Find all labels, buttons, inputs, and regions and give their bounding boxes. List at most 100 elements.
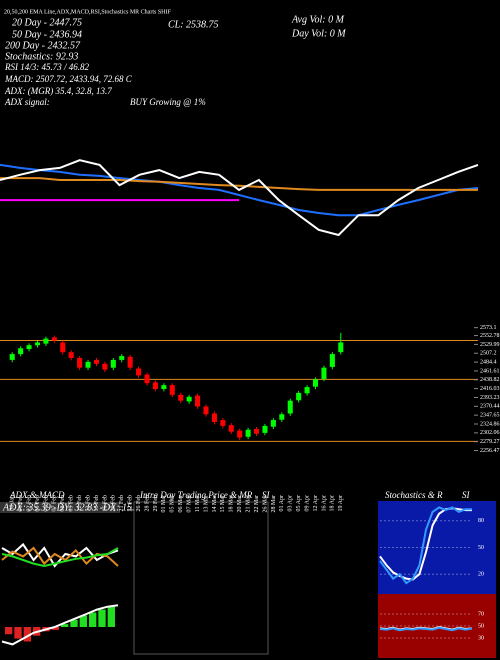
adx-strip [0,502,120,513]
candle-body [77,357,83,368]
candle-body [43,338,49,344]
histogram-bar [107,606,115,627]
y-tick-label: 2507.2 [480,351,497,357]
panel-title: ADX & MACD [9,490,65,500]
x-tick-label: 06 Feb [43,495,49,512]
candle-body [26,345,32,350]
histogram-bar [51,627,59,630]
candle-body [237,430,243,438]
close: CL: 2538.75 [168,19,219,30]
x-tick-label: 21 Feb [119,495,125,512]
x-tick-label: 08 Feb [60,495,66,512]
candle-body [338,342,344,353]
series-line [379,626,473,632]
candle-body [60,342,66,353]
series-line [1,542,119,568]
x-tick-label: 20 Feb [111,495,117,512]
histogram-bar [14,627,22,639]
ma50: 50 Day - 2436.94 [12,29,82,40]
x-tick-label: 15 Feb [94,495,100,512]
histogram-bar [70,619,78,627]
ma20: 20 Day - 2447.75 [12,17,82,28]
y-tick-label: 2347.65 [480,413,500,419]
panel-title: Intra Day Trading Price & MR [139,490,253,500]
candle-body [127,356,133,368]
y-tick-label: 2324.86 [480,421,500,427]
x-tick-label: 22 Mar [254,495,260,513]
headline: 20,50,200 EMA Line,ADX,MACD,RSI,Stochast… [4,9,172,15]
x-tick-label: 09 Apr [304,495,310,512]
candle-body [186,396,192,402]
candle-body [161,385,167,390]
series-line [0,163,479,217]
candle-body [321,367,327,379]
candle-body [296,392,302,401]
candle-body [279,414,285,420]
y-tick-label: 80 [478,518,484,524]
y-tick-label: 20 [478,572,484,578]
x-tick-label: 01 Feb [18,495,24,512]
x-tick-label: 06 Mar [178,495,184,513]
y-tick-label: 2370.44 [480,404,500,410]
x-tick-label: 07 Mar [187,495,193,513]
candle-body [18,348,24,355]
candle-body [312,379,319,387]
series-line [379,507,472,581]
x-tick-label: 19 Apr [338,495,344,512]
y-tick-label: 2302.06 [480,430,500,436]
candle-body [102,363,108,370]
candle-body [110,359,116,368]
x-tick-label: 05 Mar [170,495,176,513]
candle-body [178,394,184,401]
x-tick-label: 05 Feb [35,495,41,512]
candle-body [152,382,158,390]
histogram-bar [79,615,87,627]
candle-body [220,420,226,426]
candle-body [270,420,276,427]
x-tick-label: 12 Apr [313,495,319,512]
x-tick-label: 05 Apr [296,495,302,512]
y-tick-label: 2484.4 [480,359,497,365]
day-vol: Day Vol: 0 M [291,28,346,39]
y-tick-label: 2573.1 [480,325,497,331]
x-tick-label: 12 Feb [77,495,83,512]
x-tick-label: 22 Feb [128,495,134,512]
y-tick-label: 2256.47 [480,448,500,454]
x-tick-label: 13 Feb [85,495,91,512]
series-line [379,506,472,585]
macd: MACD: 2507.72, 2433.94, 72.68 C [4,74,133,84]
series-line [0,177,478,191]
x-tick-label: 28 Feb [144,495,150,512]
candle-body [228,425,234,432]
series-line [0,159,479,237]
y-tick-label: 2461.61 [480,368,500,374]
candle-body [329,354,335,367]
histogram-bar [89,612,97,627]
panel-title: SI [262,490,271,500]
candle-body [68,352,74,358]
adx-signal: ADX signal: [4,97,50,107]
y-tick-label: 50 [478,545,484,551]
histogram-bar [61,624,69,627]
candle-body [304,387,310,394]
panel-background [378,594,496,658]
x-tick-label: 20 Mar [237,495,243,513]
histogram-bar [23,627,31,642]
candle-body [169,385,175,395]
x-tick-label: 09 Feb [69,495,75,512]
x-tick-label: 18 Apr [330,495,336,512]
x-tick-label: 01 Mar [161,495,167,513]
candle-body [262,425,268,433]
adx: ADX: (MGR) 35.4, 32.8, 13.7 [4,86,112,96]
candle-body [203,406,209,415]
panel-title: SI [462,490,471,500]
ma200: 200 Day - 2432.57 [5,40,81,51]
x-tick-label: 15 Mar [220,495,226,513]
x-tick-label: 11 Mar [195,495,201,512]
intraday-box [133,501,269,655]
x-tick-label: 26 Mar [262,495,268,513]
adx-values: ADX: 35.39 -DY: 32.83 -DX: 15.67 [2,502,146,513]
x-tick-label: 07 Feb [52,495,58,512]
x-tick-label: 16 Apr [321,495,327,512]
